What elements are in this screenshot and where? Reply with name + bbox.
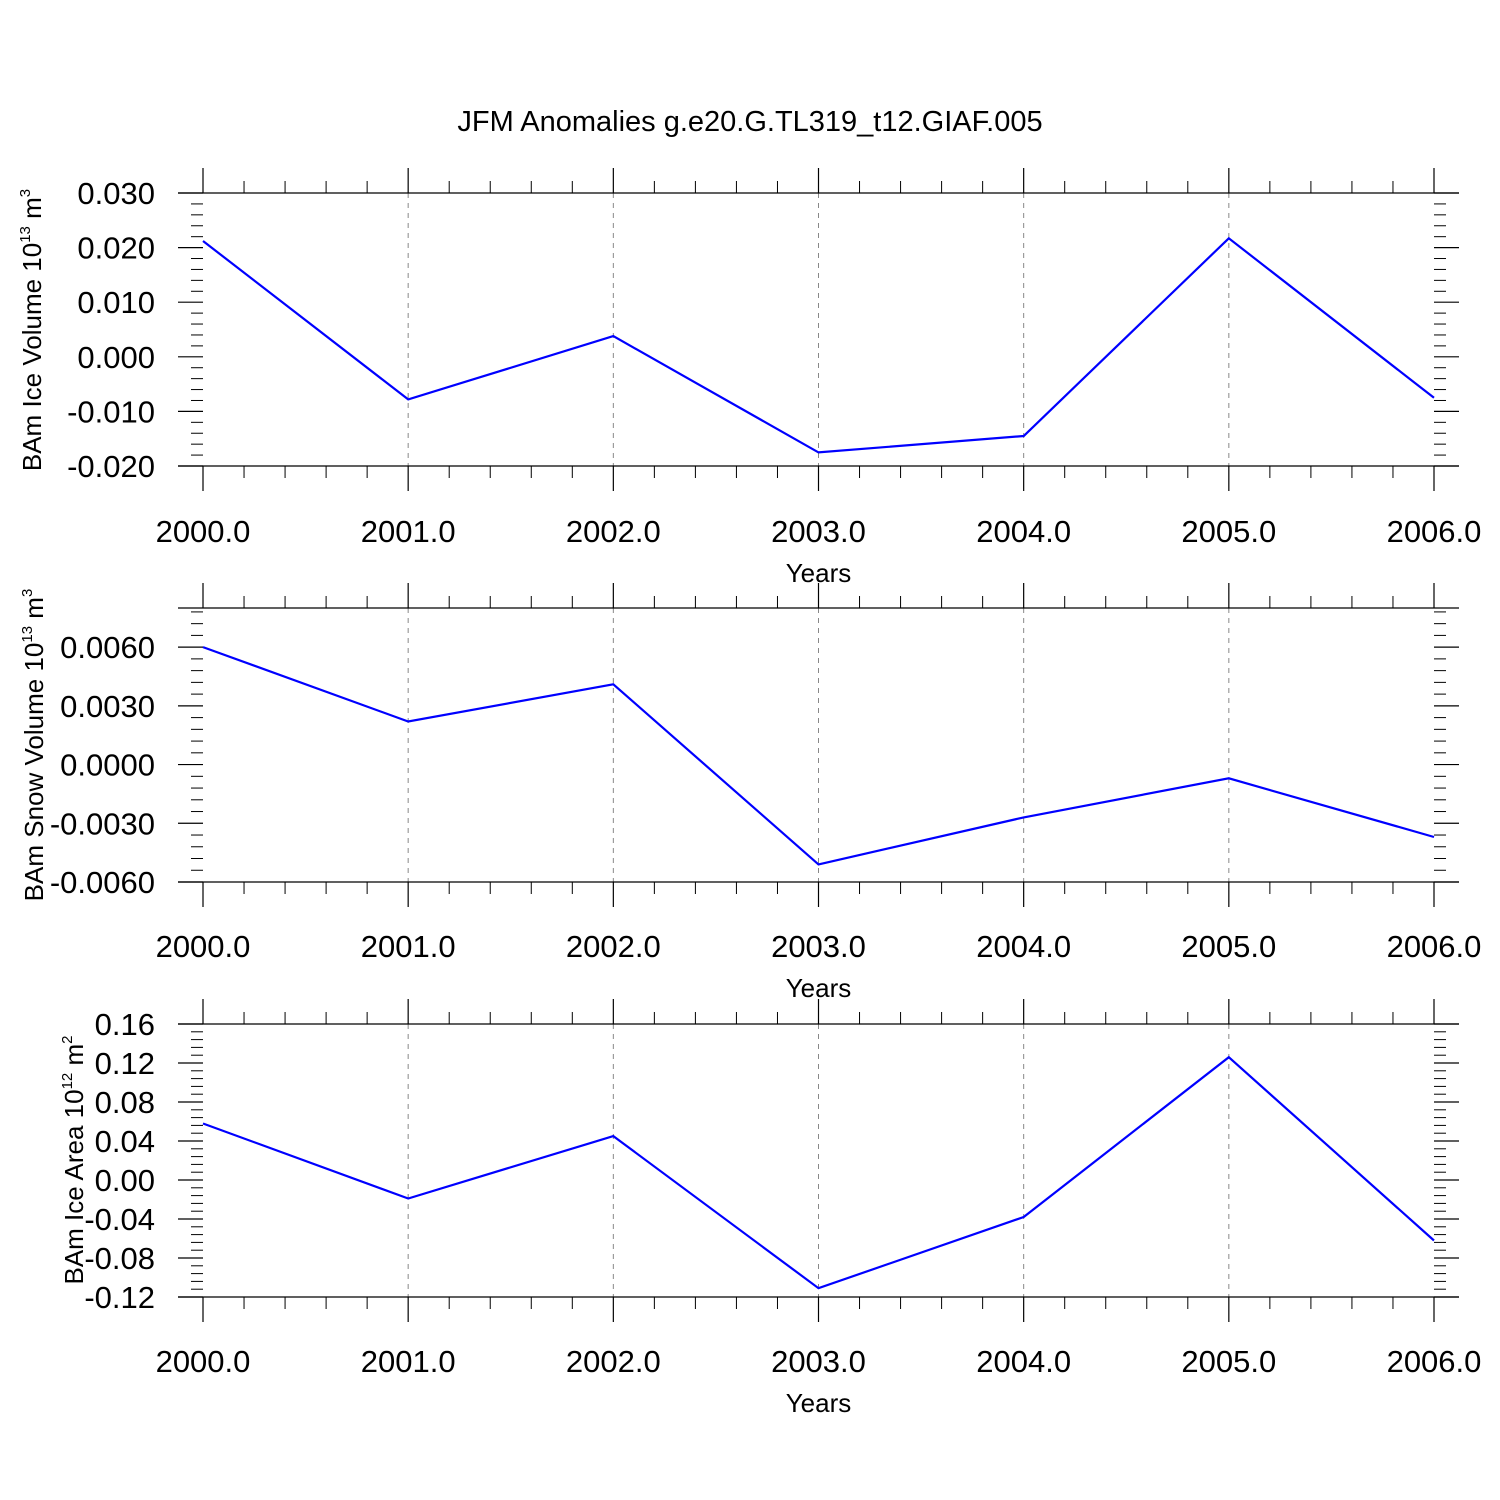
y-tick-label: 0.08 [95,1085,155,1120]
x-tick-label: 2006.0 [1387,929,1482,964]
y-tick-label: 0.0000 [60,748,155,783]
y-tick-label: -0.12 [84,1280,155,1315]
x-tick-label: 2006.0 [1387,514,1482,549]
x-tick-label: 2000.0 [156,929,251,964]
y-tick-label: 0.010 [77,285,155,320]
series-line [202,646,1435,866]
x-tick-label: 2004.0 [976,514,1071,549]
y-tick-label: -0.0030 [50,806,155,841]
x-tick-label: 2005.0 [1181,514,1276,549]
x-tick-label: 2004.0 [976,1344,1071,1379]
y-tick-label: 0.030 [77,176,155,211]
panel-1: -0.020 -0.010 0.000 0.010 0.020 0.030 2000.0 20… [17,168,1481,588]
panel-3: -0.12 -0.08 -0.04 0.00 0.04 0.08 0.12 0.16 2000.… [59,999,1481,1418]
x-tick-label: 2005.0 [1181,1344,1276,1379]
y-tick-label: -0.0060 [50,865,155,900]
x-tick-label: 2001.0 [361,514,456,549]
x-tick-label: 2003.0 [771,514,866,549]
x-tick-label: 2000.0 [156,1344,251,1379]
y-tick-label: 0.00 [95,1163,155,1198]
y-axis-label: BAm Snow Volume 1013 m3 [19,589,49,902]
y-tick-label: 0.020 [77,231,155,266]
x-axis-label: Years [786,973,852,1003]
x-tick-label: 2004.0 [976,929,1071,964]
x-axis-label: Years [786,1388,852,1418]
x-tick-label: 2002.0 [566,929,661,964]
x-tick-label: 2002.0 [566,1344,661,1379]
y-tick-label: 0.0060 [60,630,155,665]
y-tick-label: -0.010 [67,394,155,429]
x-tick-label: 2005.0 [1181,929,1276,964]
x-tick-label: 2000.0 [156,514,251,549]
y-tick-label: 0.04 [95,1124,155,1159]
x-tick-label: 2006.0 [1387,1344,1482,1379]
y-tick-label: -0.08 [84,1241,155,1276]
panels: -0.020 -0.010 0.000 0.010 0.020 0.030 2000.0 20… [17,168,1481,1418]
x-tick-label: 2003.0 [771,929,866,964]
y-tick-label: 0.12 [95,1046,155,1081]
y-tick-label: -0.020 [67,449,155,484]
x-tick-label: 2001.0 [361,929,456,964]
y-tick-label: -0.04 [84,1202,155,1237]
x-tick-label: 2002.0 [566,514,661,549]
y-tick-label: 0.16 [95,1007,155,1042]
y-axis-label: BAm Ice Volume 1013 m3 [17,189,47,471]
panel-2: -0.0060 -0.0030 0.0000 0.0030 0.0060 2000.0 20… [19,583,1481,1003]
y-axis-label: BAm Ice Area 1012 m2 [59,1035,89,1284]
y-tick-label: 0.000 [77,340,155,375]
x-tick-label: 2003.0 [771,1344,866,1379]
y-tick-label: 0.0030 [60,689,155,724]
figure-title: JFM Anomalies g.e20.G.TL319_t12.GIAF.005 [457,106,1042,138]
series-line [202,236,1435,454]
series-line [202,1055,1435,1290]
x-tick-label: 2001.0 [361,1344,456,1379]
